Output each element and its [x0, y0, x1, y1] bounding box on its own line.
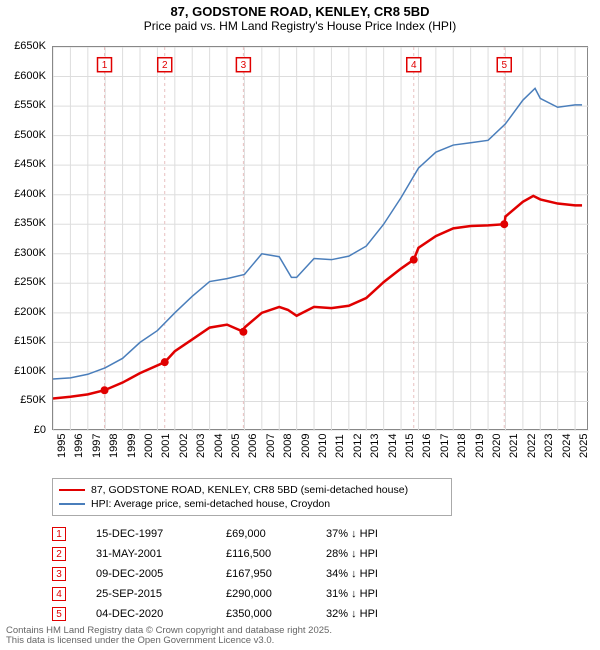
x-tick-label: 2023 — [543, 434, 555, 458]
x-tick-label: 2007 — [265, 434, 277, 458]
x-tick-label: 2013 — [369, 434, 381, 458]
x-tick-label: 2015 — [404, 434, 416, 458]
tx-marker: 4 — [52, 587, 66, 601]
chart-plot-area: 1 2 3 4 5 — [52, 46, 588, 430]
svg-text:3: 3 — [241, 60, 247, 71]
tx-marker: 3 — [52, 567, 66, 581]
x-tick-label: 2018 — [456, 434, 468, 458]
x-tick-label: 2001 — [160, 434, 172, 458]
y-tick-label: £50K — [4, 394, 46, 406]
y-tick-label: £600K — [4, 70, 46, 82]
table-row: 2 31-MAY-2001£116,50028% ↓ HPI — [52, 544, 416, 564]
x-tick-label: 2019 — [474, 434, 486, 458]
x-tick-label: 2012 — [352, 434, 364, 458]
tx-pct: 37% ↓ HPI — [326, 528, 416, 540]
y-tick-label: £100K — [4, 365, 46, 377]
y-tick-label: £200K — [4, 306, 46, 318]
y-tick-label: £400K — [4, 188, 46, 200]
x-tick-label: 2010 — [317, 434, 329, 458]
tx-pct: 31% ↓ HPI — [326, 588, 416, 600]
tx-price: £116,500 — [226, 548, 326, 560]
chart-title: 87, GODSTONE ROAD, KENLEY, CR8 5BD — [0, 0, 600, 19]
tx-pct: 34% ↓ HPI — [326, 568, 416, 580]
x-tick-label: 1997 — [91, 434, 103, 458]
x-tick-label: 2008 — [282, 434, 294, 458]
legend-swatch — [59, 489, 85, 492]
y-tick-label: £500K — [4, 129, 46, 141]
legend-item-property: 87, GODSTONE ROAD, KENLEY, CR8 5BD (semi… — [59, 483, 445, 497]
y-tick-label: £450K — [4, 158, 46, 170]
tx-date: 09-DEC-2005 — [96, 568, 226, 580]
svg-text:5: 5 — [501, 60, 507, 71]
y-tick-label: £250K — [4, 276, 46, 288]
x-tick-label: 2022 — [526, 434, 538, 458]
y-tick-label: £300K — [4, 247, 46, 259]
tx-price: £290,000 — [226, 588, 326, 600]
svg-text:2: 2 — [162, 60, 168, 71]
y-tick-label: £550K — [4, 99, 46, 111]
tx-price: £69,000 — [226, 528, 326, 540]
x-tick-label: 1998 — [108, 434, 120, 458]
table-row: 3 09-DEC-2005£167,95034% ↓ HPI — [52, 564, 416, 584]
svg-text:1: 1 — [102, 60, 108, 71]
y-tick-label: £150K — [4, 335, 46, 347]
x-tick-label: 2017 — [439, 434, 451, 458]
legend-label: 87, GODSTONE ROAD, KENLEY, CR8 5BD (semi… — [91, 484, 408, 496]
table-row: 5 04-DEC-2020£350,00032% ↓ HPI — [52, 604, 416, 624]
footnote: Contains HM Land Registry data © Crown c… — [6, 626, 332, 647]
tx-date: 25-SEP-2015 — [96, 588, 226, 600]
tx-date: 04-DEC-2020 — [96, 608, 226, 620]
x-tick-label: 2004 — [213, 434, 225, 458]
tx-pct: 32% ↓ HPI — [326, 608, 416, 620]
tx-price: £350,000 — [226, 608, 326, 620]
y-tick-label: £350K — [4, 217, 46, 229]
x-tick-label: 2009 — [300, 434, 312, 458]
tx-price: £167,950 — [226, 568, 326, 580]
tx-marker: 5 — [52, 607, 66, 621]
x-tick-label: 2020 — [491, 434, 503, 458]
tx-date: 15-DEC-1997 — [96, 528, 226, 540]
x-tick-label: 1996 — [73, 434, 85, 458]
tx-marker: 1 — [52, 527, 66, 541]
x-tick-label: 2006 — [247, 434, 259, 458]
y-tick-label: £0 — [4, 424, 46, 436]
x-tick-label: 2005 — [230, 434, 242, 458]
legend-swatch — [59, 503, 85, 505]
footnote-line: This data is licensed under the Open Gov… — [6, 636, 332, 646]
x-tick-label: 2014 — [387, 434, 399, 458]
x-tick-label: 2021 — [508, 434, 520, 458]
x-tick-label: 1995 — [56, 434, 68, 458]
x-tick-label: 2000 — [143, 434, 155, 458]
table-row: 1 15-DEC-1997£69,00037% ↓ HPI — [52, 524, 416, 544]
tx-pct: 28% ↓ HPI — [326, 548, 416, 560]
chart-subtitle: Price paid vs. HM Land Registry's House … — [0, 19, 600, 37]
x-tick-label: 1999 — [126, 434, 138, 458]
chart-legend: 87, GODSTONE ROAD, KENLEY, CR8 5BD (semi… — [52, 478, 452, 516]
x-tick-label: 2003 — [195, 434, 207, 458]
tx-marker: 2 — [52, 547, 66, 561]
x-tick-label: 2016 — [421, 434, 433, 458]
x-tick-label: 2025 — [578, 434, 590, 458]
svg-text:4: 4 — [411, 60, 417, 71]
legend-item-hpi: HPI: Average price, semi-detached house,… — [59, 497, 445, 511]
x-tick-label: 2024 — [561, 434, 573, 458]
x-tick-label: 2002 — [178, 434, 190, 458]
transactions-table: 1 15-DEC-1997£69,00037% ↓ HPI 2 31-MAY-2001… — [52, 524, 416, 624]
x-tick-label: 2011 — [334, 434, 346, 458]
tx-date: 31-MAY-2001 — [96, 548, 226, 560]
y-tick-label: £650K — [4, 40, 46, 52]
legend-label: HPI: Average price, semi-detached house,… — [91, 498, 330, 510]
table-row: 4 25-SEP-2015£290,00031% ↓ HPI — [52, 584, 416, 604]
